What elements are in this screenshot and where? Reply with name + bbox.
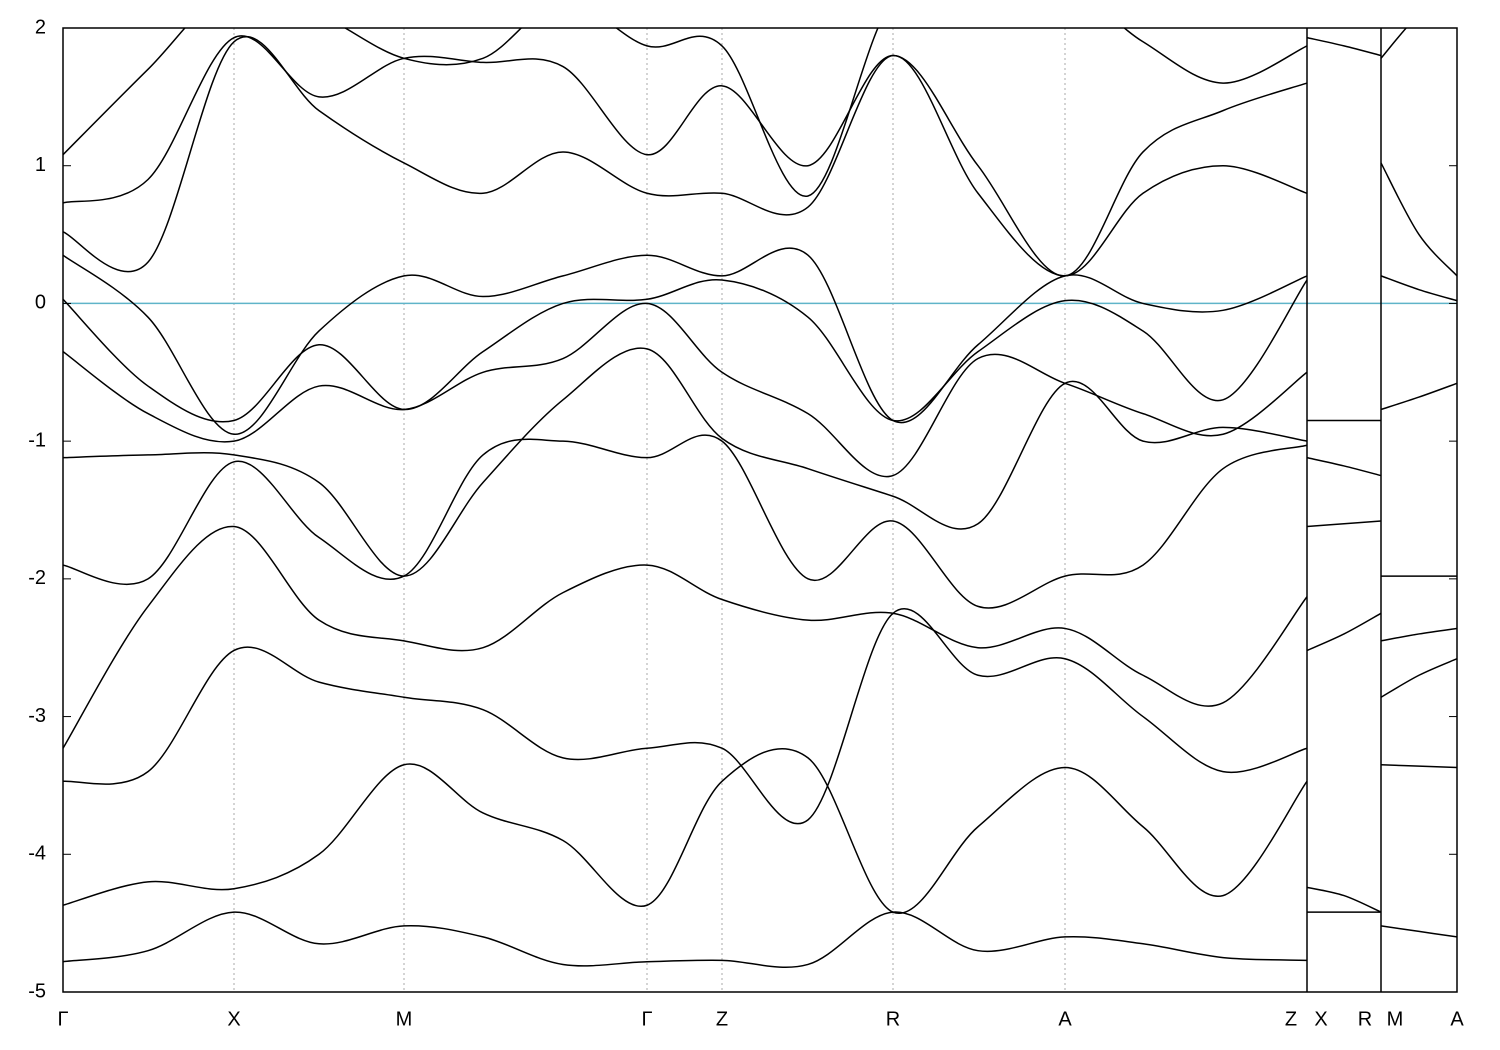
x-tick-label: A [1058, 1008, 1072, 1030]
x-tick-label: M [396, 1008, 413, 1030]
band [63, 35, 1382, 277]
band [63, 275, 1457, 478]
x-tick-label: M [1387, 1008, 1404, 1030]
band [63, 911, 1457, 968]
x-tick-label: Γ [641, 1008, 652, 1030]
plot-frame [62, 27, 1458, 993]
y-tick-label: -5 [28, 980, 46, 1002]
band [63, 162, 1457, 423]
band [63, 747, 1457, 915]
x-tick-label: R [1358, 1008, 1372, 1030]
y-tick-label: -1 [28, 429, 46, 451]
y-tick-label: -2 [28, 567, 46, 589]
y-tick-label: 0 [35, 292, 46, 314]
band [63, 35, 1308, 277]
bands [63, 28, 1457, 968]
y-tick-label: -4 [28, 843, 46, 865]
x-tick-label: X [1314, 1008, 1327, 1030]
band [63, 28, 1308, 197]
band [63, 608, 1457, 913]
x-tick-label: Γ [57, 1008, 68, 1030]
y-tick-label: 1 [35, 154, 46, 176]
x-tick-label: A [1450, 1008, 1464, 1030]
x-tick-label: Z [1285, 1008, 1297, 1030]
x-tick-label: R [886, 1008, 900, 1030]
x-tick-label: Z [716, 1008, 728, 1030]
y-tick-label: -3 [28, 705, 46, 727]
band [63, 434, 1457, 609]
y-tick-label: 2 [35, 16, 46, 38]
band [63, 28, 1408, 436]
band [63, 525, 1457, 749]
grid [233, 28, 1066, 992]
x-tick-label: X [227, 1008, 240, 1030]
band [63, 347, 1457, 577]
